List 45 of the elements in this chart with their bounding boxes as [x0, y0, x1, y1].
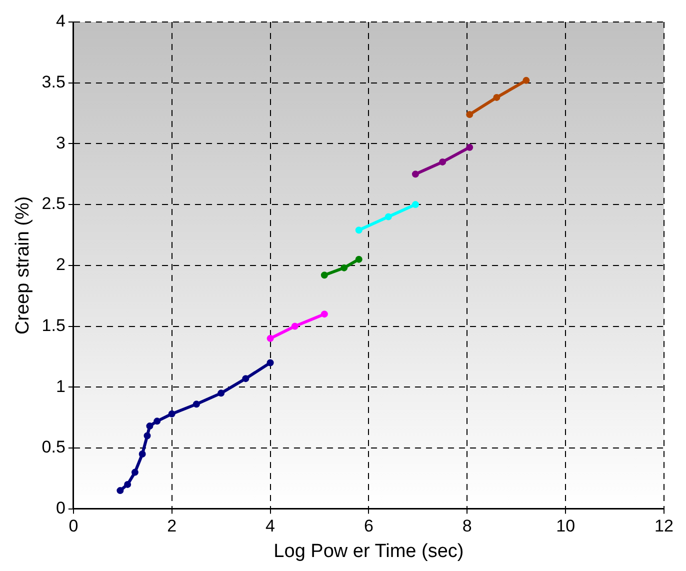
- x-tick-label: 4: [266, 516, 276, 536]
- point: [355, 256, 362, 263]
- point: [522, 76, 530, 84]
- y-tick-label: 3.5: [42, 72, 66, 92]
- y-tick-label: 3: [56, 133, 66, 152]
- point: [192, 400, 200, 408]
- y-tick-label: 4: [56, 12, 66, 31]
- point: [154, 418, 161, 425]
- point: [439, 158, 446, 166]
- y-tick-label: 0.5: [42, 438, 66, 457]
- x-tick-label: 6: [364, 516, 374, 536]
- point: [384, 213, 392, 220]
- x-tick-label: 8: [462, 516, 472, 536]
- point: [466, 110, 474, 118]
- y-axis-title: Creep strain (%): [12, 196, 34, 335]
- point: [242, 375, 250, 382]
- point: [320, 272, 328, 279]
- point: [320, 310, 328, 318]
- y-tick-label: 1: [56, 376, 66, 396]
- point: [340, 264, 348, 272]
- point: [116, 487, 124, 494]
- x-tick-label: 10: [556, 516, 576, 536]
- y-tick-label: 2: [56, 255, 66, 274]
- point: [493, 94, 500, 101]
- x-tick-label: 2: [167, 516, 177, 536]
- point: [144, 432, 151, 440]
- point: [146, 422, 154, 430]
- x-tick-label: 12: [654, 516, 674, 536]
- point: [355, 226, 362, 234]
- point: [266, 359, 274, 366]
- point: [291, 322, 298, 330]
- point: [412, 170, 419, 178]
- y-tick-label: 2.5: [42, 194, 66, 214]
- point: [168, 410, 176, 418]
- point: [138, 450, 146, 458]
- x-tick-label: 0: [68, 516, 78, 536]
- y-tick-label: 0: [56, 498, 66, 518]
- point: [131, 468, 138, 476]
- y-tick-label: 1.5: [42, 316, 66, 335]
- point: [266, 334, 274, 342]
- point: [412, 201, 419, 208]
- point: [124, 480, 132, 488]
- point: [466, 144, 474, 151]
- x-axis-title: Log Pow er Time (sec): [274, 540, 464, 562]
- point: [218, 390, 225, 397]
